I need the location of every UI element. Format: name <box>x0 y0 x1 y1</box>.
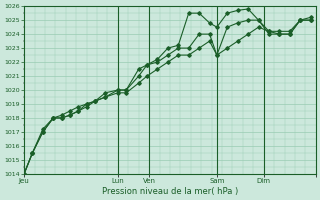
X-axis label: Pression niveau de la mer( hPa ): Pression niveau de la mer( hPa ) <box>102 187 238 196</box>
